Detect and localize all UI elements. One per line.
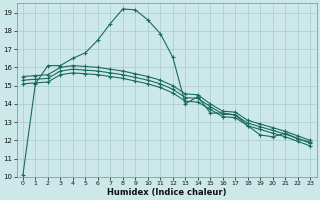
X-axis label: Humidex (Indice chaleur): Humidex (Indice chaleur) — [107, 188, 226, 197]
